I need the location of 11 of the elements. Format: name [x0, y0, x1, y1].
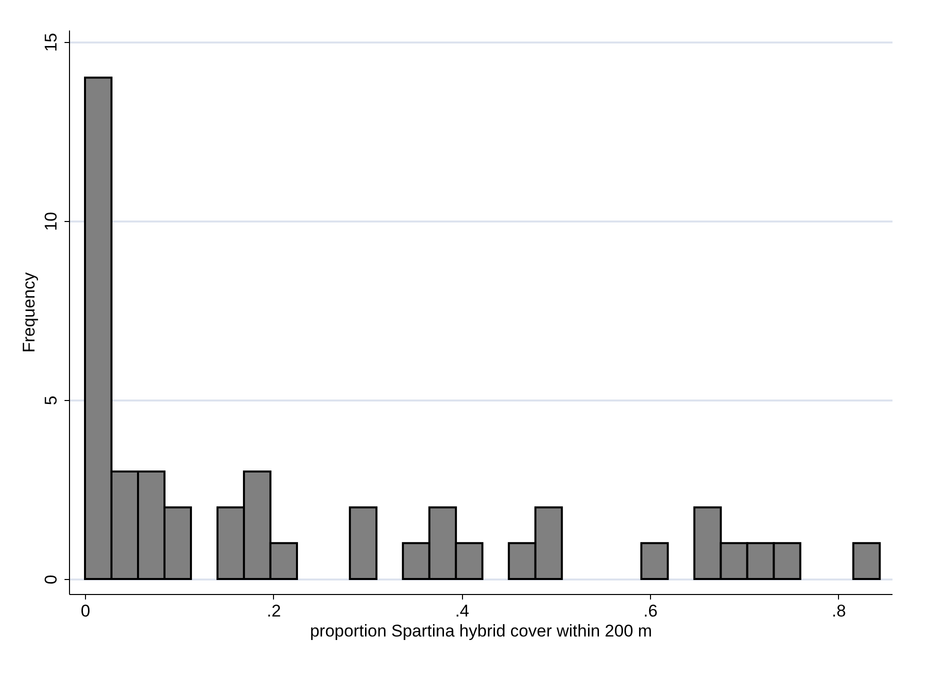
x-tick-label: 0	[80, 602, 90, 620]
y-tick-label: 5	[42, 396, 60, 406]
y-tick-label: 15	[42, 32, 60, 52]
x-axis-title: proportion Spartina hybrid cover within 200 m	[310, 622, 652, 640]
x-tick-label: .6	[643, 602, 658, 620]
x-tick-label: .2	[266, 602, 281, 620]
x-tick-label: .4	[455, 602, 470, 620]
y-tick-label: 0	[42, 574, 60, 584]
x-tick-label: .8	[832, 602, 846, 620]
y-tick-label: 10	[42, 212, 60, 231]
y-axis-title: Frequency	[20, 272, 38, 353]
